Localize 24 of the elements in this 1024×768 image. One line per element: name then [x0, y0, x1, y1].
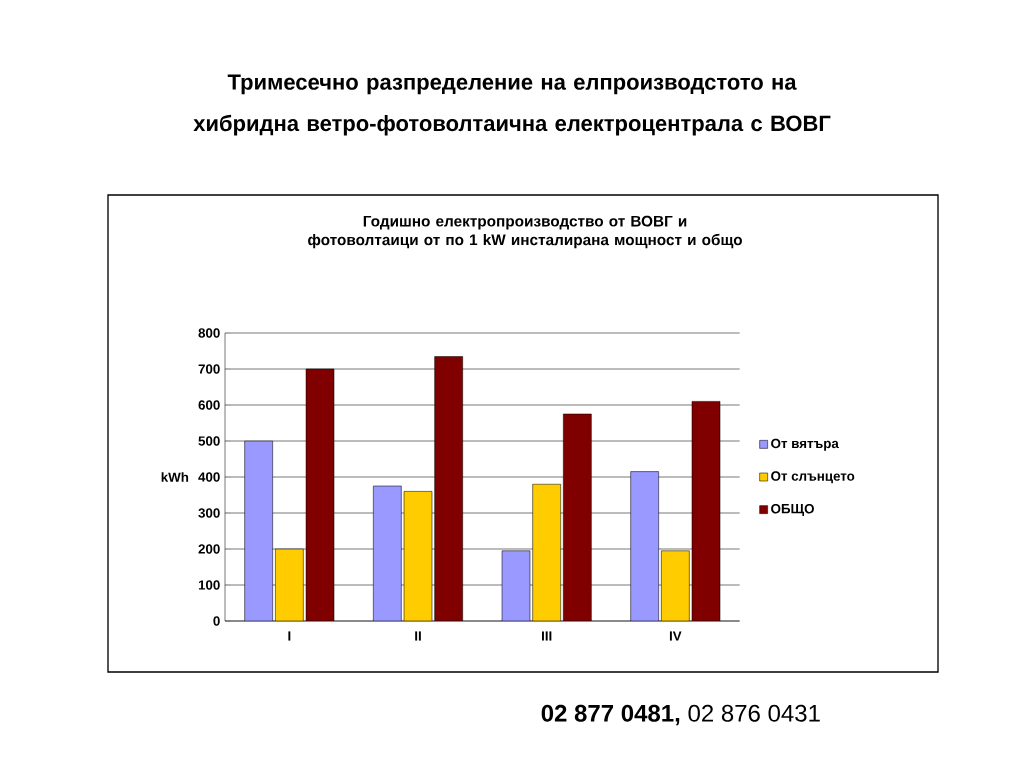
legend-label: ОБЩО	[771, 504, 814, 516]
y-axis-title: kWh	[161, 472, 189, 482]
bar	[563, 413, 592, 621]
y-tick-label: 700	[198, 364, 220, 374]
y-tick-label: 800	[198, 328, 220, 338]
legend-label: От слънцето	[771, 471, 855, 484]
x-tick-label: IV	[669, 631, 682, 641]
y-tick-label: 500	[198, 436, 220, 446]
x-tick-label: I	[288, 631, 291, 641]
y-tick-label: 0	[213, 616, 220, 626]
chart-title: Тримесечно разпределение на елпроизводстото на хибридна ветро-фотоволтаична електроцентрала с ВОВГ	[193, 74, 831, 136]
y-tick-label: 600	[198, 400, 220, 410]
bar	[434, 356, 463, 621]
y-tick-label: 200	[198, 544, 220, 554]
y-tick-label: 300	[198, 508, 220, 518]
legend-label: От вятъра	[771, 438, 839, 451]
bar	[691, 401, 721, 621]
text: 02 877 0481, 02 876 0431	[541, 704, 820, 726]
y-tick-label: 100	[198, 580, 220, 590]
chart-subtitle: Годишно електропроизводство от ВОВГ и фотоволтаици от по 1 kW инсталирана мощност и общо	[308, 215, 742, 249]
y-tick-label: 400	[198, 472, 220, 482]
bar	[305, 368, 335, 621]
x-tick-label: III	[542, 631, 552, 641]
x-tick-label: II	[415, 631, 421, 641]
